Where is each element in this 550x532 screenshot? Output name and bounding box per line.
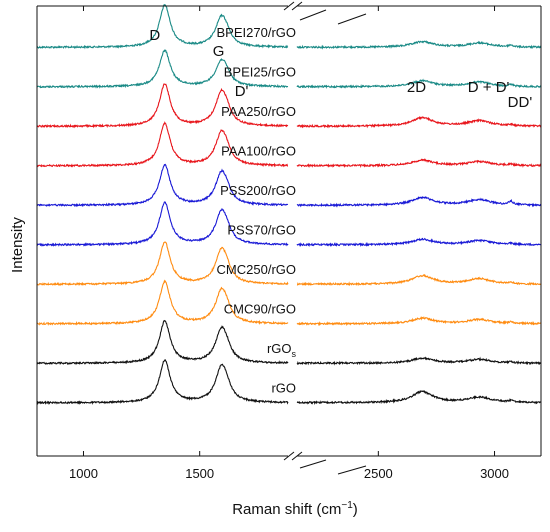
series-line-3-seg2 bbox=[296, 115, 542, 129]
x-tick-label: 1500 bbox=[185, 466, 214, 481]
spectra-layer bbox=[36, 3, 542, 405]
x-tick-label: 1000 bbox=[69, 466, 98, 481]
series-line-9-seg1 bbox=[36, 319, 289, 366]
series-label: CMC90/rGO bbox=[224, 302, 296, 317]
series-line-1-seg2 bbox=[296, 40, 542, 50]
series-line-8-seg1 bbox=[36, 279, 289, 326]
peak-labels: D G D' 2D D + D'DD' bbox=[149, 27, 532, 111]
series-line-7-seg2 bbox=[296, 273, 542, 287]
peak-label: DD' bbox=[508, 94, 533, 111]
series-line-6-seg1 bbox=[36, 201, 289, 247]
break-mark-bottom-2 bbox=[291, 451, 303, 461]
peak-label: G bbox=[213, 43, 225, 60]
series-labels: BPEI270/rGO BPEI25/rGO PAA250/rGO PAA100/rG… bbox=[217, 25, 297, 396]
series-label: rGOs bbox=[267, 341, 297, 359]
series-label-subscript: s bbox=[292, 349, 297, 359]
x-axis-title: Raman shift (cm−1) bbox=[232, 500, 358, 518]
break-mark-top-1 bbox=[283, 1, 295, 11]
series-line-5-seg1 bbox=[36, 163, 289, 208]
axis-break-gap bbox=[288, 7, 297, 456]
series-line-2-seg2 bbox=[296, 78, 542, 89]
series-line-4-seg2 bbox=[296, 158, 542, 169]
series-line-6-seg2 bbox=[296, 237, 542, 248]
series-label: rGO bbox=[271, 381, 296, 396]
break-slash-top-a bbox=[299, 9, 327, 21]
break-slash-bottom-a bbox=[299, 459, 327, 469]
series-label: BPEI25/rGO bbox=[224, 65, 296, 80]
series-line-3-seg1 bbox=[36, 83, 289, 129]
plot-frame bbox=[36, 1, 542, 475]
break-slash-bottom-b bbox=[337, 465, 367, 475]
series-line-2-seg1 bbox=[36, 49, 289, 89]
y-axis-title: Intensity bbox=[9, 217, 26, 273]
series-label: PAA250/rGO bbox=[221, 104, 296, 119]
break-mark-bottom-1 bbox=[283, 451, 295, 461]
peak-label: 2D bbox=[407, 79, 426, 96]
series-line-5-seg2 bbox=[296, 196, 542, 208]
x-tick-label: 3000 bbox=[480, 466, 509, 481]
peak-label: D' bbox=[235, 83, 249, 100]
peak-label: D + D' bbox=[468, 79, 510, 96]
series-label: CMC250/rGO bbox=[217, 262, 296, 277]
series-line-10-seg2 bbox=[296, 389, 542, 405]
series-line-4-seg1 bbox=[36, 121, 289, 168]
x-tick-label: 2500 bbox=[364, 466, 393, 481]
series-line-7-seg1 bbox=[36, 241, 289, 286]
series-label: PSS200/rGO bbox=[220, 183, 296, 198]
series-label: BPEI270/rGO bbox=[217, 25, 296, 40]
break-mark-top-2 bbox=[291, 1, 303, 11]
peak-label: D bbox=[149, 27, 160, 44]
series-label: PAA100/rGO bbox=[221, 144, 296, 159]
x-ticks: 1000 1500 2500 3000 bbox=[69, 6, 509, 481]
series-line-1-seg1 bbox=[36, 3, 289, 50]
series-line-10-seg1 bbox=[36, 359, 289, 405]
series-label: PSS70/rGO bbox=[227, 223, 296, 238]
series-line-9-seg2 bbox=[296, 356, 542, 366]
series-line-8-seg2 bbox=[296, 316, 542, 327]
break-slash-top-b bbox=[337, 13, 367, 25]
